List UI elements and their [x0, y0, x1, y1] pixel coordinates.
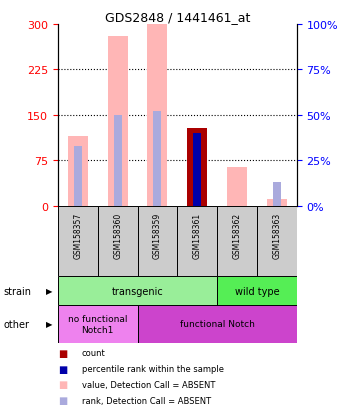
Bar — [98, 206, 137, 277]
Bar — [267, 199, 287, 206]
Bar — [137, 206, 177, 277]
Bar — [227, 167, 247, 206]
Text: ■: ■ — [58, 395, 67, 405]
Bar — [187, 129, 207, 206]
Text: wild type: wild type — [235, 286, 279, 296]
Bar — [217, 206, 257, 277]
Bar — [58, 306, 137, 343]
Text: ■: ■ — [58, 380, 67, 389]
Text: transgenic: transgenic — [112, 286, 163, 296]
Bar — [58, 277, 217, 306]
Bar — [108, 37, 128, 207]
Text: rank, Detection Call = ABSENT: rank, Detection Call = ABSENT — [82, 396, 211, 405]
Text: GSM158363: GSM158363 — [272, 212, 281, 258]
Text: ■: ■ — [58, 364, 67, 374]
Text: count: count — [82, 349, 106, 358]
Title: GDS2848 / 1441461_at: GDS2848 / 1441461_at — [105, 11, 250, 24]
Bar — [114, 116, 122, 206]
Bar — [58, 206, 98, 277]
Text: functional Notch: functional Notch — [180, 320, 254, 329]
Text: ▶: ▶ — [46, 287, 53, 296]
Text: other: other — [3, 319, 29, 329]
Text: percentile rank within the sample: percentile rank within the sample — [82, 364, 224, 373]
Bar — [273, 183, 281, 206]
Bar — [177, 206, 217, 277]
Text: GSM158361: GSM158361 — [193, 212, 202, 258]
Bar — [68, 137, 88, 206]
Text: GSM158362: GSM158362 — [233, 212, 241, 258]
Text: no functional
Notch1: no functional Notch1 — [68, 315, 128, 334]
Text: value, Detection Call = ABSENT: value, Detection Call = ABSENT — [82, 380, 215, 389]
Text: GSM158360: GSM158360 — [113, 212, 122, 258]
Bar — [257, 206, 297, 277]
Text: strain: strain — [3, 286, 31, 296]
Text: GSM158357: GSM158357 — [73, 212, 83, 258]
Bar — [217, 277, 297, 306]
Bar — [193, 134, 201, 206]
Text: ▶: ▶ — [46, 320, 53, 329]
Bar — [148, 25, 167, 206]
Text: GSM158359: GSM158359 — [153, 212, 162, 258]
Bar — [137, 306, 297, 343]
Bar — [153, 112, 161, 206]
Bar — [74, 147, 82, 206]
Text: ■: ■ — [58, 348, 67, 358]
